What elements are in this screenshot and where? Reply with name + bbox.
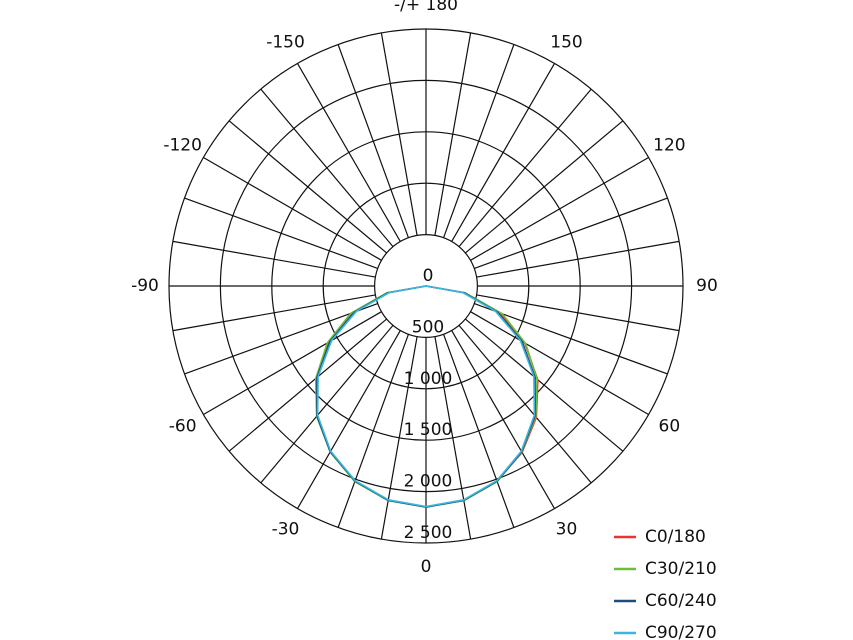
legend-label: C90/270 (645, 623, 717, 640)
grid-ring (271, 131, 581, 441)
theta-tick-label: -120 (163, 136, 202, 156)
theta-tick-label: 60 (659, 417, 681, 437)
theta-tick-label: -/+ 180 (394, 0, 458, 15)
theta-tick-label: 0 (421, 557, 432, 577)
theta-tick-label: -150 (266, 33, 305, 53)
theta-tick-label: -60 (169, 417, 197, 437)
series-line (316, 285, 536, 508)
theta-tick-label: 90 (696, 276, 718, 296)
theta-tick-label: -30 (272, 519, 300, 539)
theta-tick-label: 30 (556, 519, 578, 539)
r-tick-label: 2 000 (404, 472, 453, 492)
theta-tick-label: -90 (131, 276, 159, 296)
legend-label: C0/180 (645, 527, 706, 547)
theta-tick-label: 150 (550, 33, 582, 53)
r-tick-label: 2 500 (404, 523, 453, 543)
grid-ring (374, 234, 479, 339)
grid-ring (168, 28, 684, 544)
grid-ring (322, 182, 530, 390)
r-tick-label: 1 000 (404, 369, 453, 389)
theta-tick-label: 120 (653, 136, 685, 156)
r-tick-label: 0 (423, 266, 434, 286)
r-tick-label: 500 (412, 317, 444, 337)
r-tick-label: 1 500 (404, 420, 453, 440)
grid-ring (219, 79, 633, 493)
legend-label: C60/240 (645, 591, 717, 611)
legend-label: C30/210 (645, 559, 717, 579)
